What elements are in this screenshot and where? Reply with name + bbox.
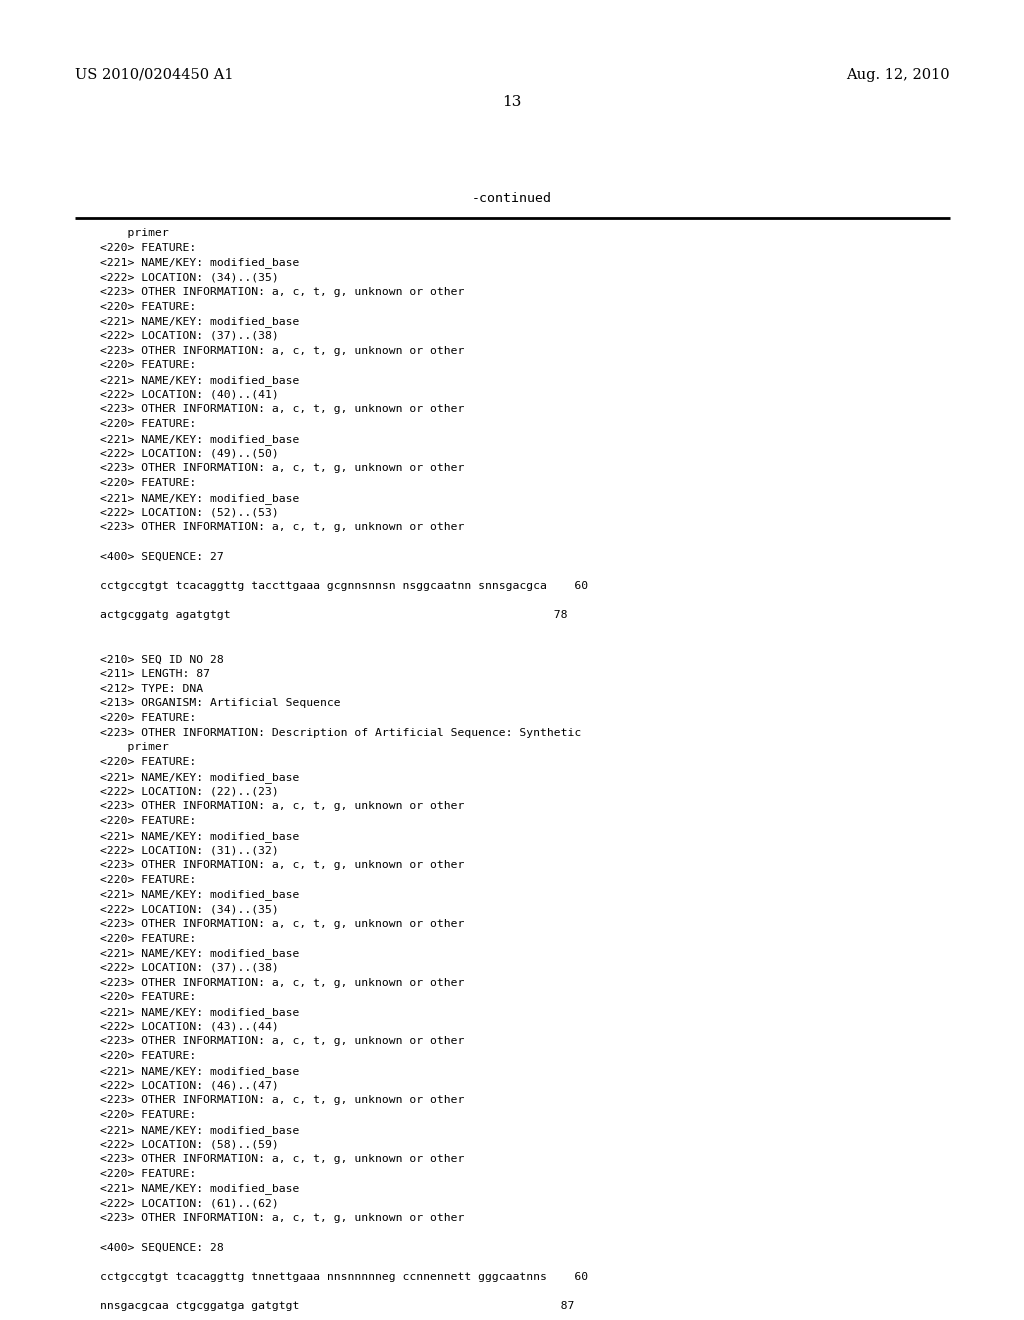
Text: <212> TYPE: DNA: <212> TYPE: DNA	[100, 684, 203, 694]
Text: <223> OTHER INFORMATION: a, c, t, g, unknown or other: <223> OTHER INFORMATION: a, c, t, g, unk…	[100, 286, 464, 297]
Text: <221> NAME/KEY: modified_base: <221> NAME/KEY: modified_base	[100, 257, 299, 268]
Text: actgcggatg agatgtgt                                               78: actgcggatg agatgtgt 78	[100, 610, 567, 620]
Text: <222> LOCATION: (34)..(35): <222> LOCATION: (34)..(35)	[100, 904, 279, 915]
Text: <220> FEATURE:: <220> FEATURE:	[100, 713, 197, 723]
Text: <222> LOCATION: (58)..(59): <222> LOCATION: (58)..(59)	[100, 1139, 279, 1150]
Text: <221> NAME/KEY: modified_base: <221> NAME/KEY: modified_base	[100, 317, 299, 327]
Text: <223> OTHER INFORMATION: a, c, t, g, unknown or other: <223> OTHER INFORMATION: a, c, t, g, unk…	[100, 1154, 464, 1164]
Text: <223> OTHER INFORMATION: a, c, t, g, unknown or other: <223> OTHER INFORMATION: a, c, t, g, unk…	[100, 463, 464, 473]
Text: primer: primer	[100, 228, 169, 238]
Text: <222> LOCATION: (34)..(35): <222> LOCATION: (34)..(35)	[100, 272, 279, 282]
Text: <220> FEATURE:: <220> FEATURE:	[100, 1110, 197, 1119]
Text: <223> OTHER INFORMATION: a, c, t, g, unknown or other: <223> OTHER INFORMATION: a, c, t, g, unk…	[100, 1213, 464, 1222]
Text: cctgccgtgt tcacaggttg tnnettgaaa nnsnnnnneg ccnnennett gggcaatnns    60: cctgccgtgt tcacaggttg tnnettgaaa nnsnnnn…	[100, 1271, 588, 1282]
Text: <223> OTHER INFORMATION: a, c, t, g, unknown or other: <223> OTHER INFORMATION: a, c, t, g, unk…	[100, 404, 464, 414]
Text: <221> NAME/KEY: modified_base: <221> NAME/KEY: modified_base	[100, 1184, 299, 1195]
Text: <220> FEATURE:: <220> FEATURE:	[100, 478, 197, 488]
Text: <213> ORGANISM: Artificial Sequence: <213> ORGANISM: Artificial Sequence	[100, 698, 341, 709]
Text: <220> FEATURE:: <220> FEATURE:	[100, 301, 197, 312]
Text: primer: primer	[100, 742, 169, 752]
Text: <223> OTHER INFORMATION: a, c, t, g, unknown or other: <223> OTHER INFORMATION: a, c, t, g, unk…	[100, 919, 464, 929]
Text: <400> SEQUENCE: 27: <400> SEQUENCE: 27	[100, 552, 224, 561]
Text: <220> FEATURE:: <220> FEATURE:	[100, 243, 197, 252]
Text: <220> FEATURE:: <220> FEATURE:	[100, 816, 197, 826]
Text: <220> FEATURE:: <220> FEATURE:	[100, 1051, 197, 1061]
Text: <221> NAME/KEY: modified_base: <221> NAME/KEY: modified_base	[100, 375, 299, 385]
Text: <221> NAME/KEY: modified_base: <221> NAME/KEY: modified_base	[100, 890, 299, 900]
Text: <222> LOCATION: (31)..(32): <222> LOCATION: (31)..(32)	[100, 845, 279, 855]
Text: <211> LENGTH: 87: <211> LENGTH: 87	[100, 669, 210, 678]
Text: <223> OTHER INFORMATION: a, c, t, g, unknown or other: <223> OTHER INFORMATION: a, c, t, g, unk…	[100, 521, 464, 532]
Text: <221> NAME/KEY: modified_base: <221> NAME/KEY: modified_base	[100, 1067, 299, 1077]
Text: US 2010/0204450 A1: US 2010/0204450 A1	[75, 69, 233, 82]
Text: <222> LOCATION: (37)..(38): <222> LOCATION: (37)..(38)	[100, 964, 279, 973]
Text: <222> LOCATION: (40)..(41): <222> LOCATION: (40)..(41)	[100, 389, 279, 400]
Text: <223> OTHER INFORMATION: Description of Artificial Sequence: Synthetic: <223> OTHER INFORMATION: Description of …	[100, 727, 582, 738]
Text: nnsgacgcaa ctgcggatga gatgtgt                                      87: nnsgacgcaa ctgcggatga gatgtgt 87	[100, 1302, 574, 1311]
Text: <223> OTHER INFORMATION: a, c, t, g, unknown or other: <223> OTHER INFORMATION: a, c, t, g, unk…	[100, 801, 464, 812]
Text: <220> FEATURE:: <220> FEATURE:	[100, 933, 197, 944]
Text: <223> OTHER INFORMATION: a, c, t, g, unknown or other: <223> OTHER INFORMATION: a, c, t, g, unk…	[100, 978, 464, 987]
Text: <221> NAME/KEY: modified_base: <221> NAME/KEY: modified_base	[100, 1125, 299, 1135]
Text: -continued: -continued	[472, 191, 552, 205]
Text: <221> NAME/KEY: modified_base: <221> NAME/KEY: modified_base	[100, 434, 299, 445]
Text: <222> LOCATION: (22)..(23): <222> LOCATION: (22)..(23)	[100, 787, 279, 796]
Text: <223> OTHER INFORMATION: a, c, t, g, unknown or other: <223> OTHER INFORMATION: a, c, t, g, unk…	[100, 1096, 464, 1105]
Text: <400> SEQUENCE: 28: <400> SEQUENCE: 28	[100, 1242, 224, 1253]
Text: <220> FEATURE:: <220> FEATURE:	[100, 758, 197, 767]
Text: <221> NAME/KEY: modified_base: <221> NAME/KEY: modified_base	[100, 1007, 299, 1018]
Text: <222> LOCATION: (37)..(38): <222> LOCATION: (37)..(38)	[100, 331, 279, 341]
Text: <220> FEATURE:: <220> FEATURE:	[100, 420, 197, 429]
Text: <223> OTHER INFORMATION: a, c, t, g, unknown or other: <223> OTHER INFORMATION: a, c, t, g, unk…	[100, 346, 464, 355]
Text: <223> OTHER INFORMATION: a, c, t, g, unknown or other: <223> OTHER INFORMATION: a, c, t, g, unk…	[100, 1036, 464, 1047]
Text: <220> FEATURE:: <220> FEATURE:	[100, 875, 197, 884]
Text: <221> NAME/KEY: modified_base: <221> NAME/KEY: modified_base	[100, 772, 299, 783]
Text: <221> NAME/KEY: modified_base: <221> NAME/KEY: modified_base	[100, 948, 299, 960]
Text: <220> FEATURE:: <220> FEATURE:	[100, 360, 197, 371]
Text: <222> LOCATION: (61)..(62): <222> LOCATION: (61)..(62)	[100, 1199, 279, 1208]
Text: <222> LOCATION: (49)..(50): <222> LOCATION: (49)..(50)	[100, 449, 279, 458]
Text: <222> LOCATION: (43)..(44): <222> LOCATION: (43)..(44)	[100, 1022, 279, 1032]
Text: <222> LOCATION: (52)..(53): <222> LOCATION: (52)..(53)	[100, 507, 279, 517]
Text: <221> NAME/KEY: modified_base: <221> NAME/KEY: modified_base	[100, 492, 299, 503]
Text: <223> OTHER INFORMATION: a, c, t, g, unknown or other: <223> OTHER INFORMATION: a, c, t, g, unk…	[100, 861, 464, 870]
Text: <221> NAME/KEY: modified_base: <221> NAME/KEY: modified_base	[100, 830, 299, 842]
Text: 13: 13	[503, 95, 521, 110]
Text: <220> FEATURE:: <220> FEATURE:	[100, 993, 197, 1002]
Text: <210> SEQ ID NO 28: <210> SEQ ID NO 28	[100, 655, 224, 664]
Text: cctgccgtgt tcacaggttg taccttgaaa gcgnnsnnsn nsggcaatnn snnsgacgca    60: cctgccgtgt tcacaggttg taccttgaaa gcgnnsn…	[100, 581, 588, 591]
Text: <220> FEATURE:: <220> FEATURE:	[100, 1168, 197, 1179]
Text: <222> LOCATION: (46)..(47): <222> LOCATION: (46)..(47)	[100, 1081, 279, 1090]
Text: Aug. 12, 2010: Aug. 12, 2010	[847, 69, 950, 82]
